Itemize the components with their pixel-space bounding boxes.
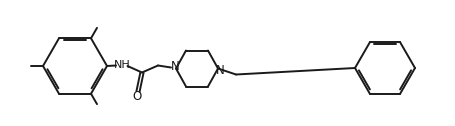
Text: NH: NH [114, 60, 131, 70]
Text: N: N [170, 60, 179, 73]
Text: O: O [132, 90, 142, 103]
Text: N: N [216, 64, 224, 77]
